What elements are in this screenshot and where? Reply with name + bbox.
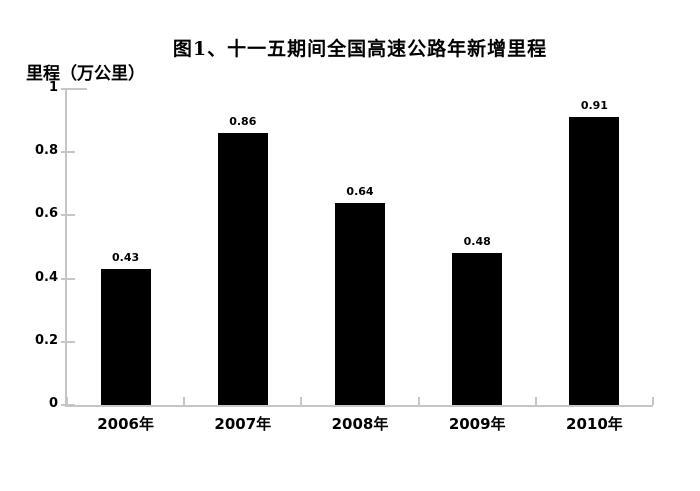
y-tick-label: 0.8 <box>34 143 58 159</box>
y-tick-mark <box>61 88 87 90</box>
bar-2009年 <box>452 253 503 405</box>
x-tick-mark <box>534 397 537 405</box>
x-tick-mark <box>183 397 186 405</box>
bar-value-label: 0.43 <box>112 251 140 265</box>
x-tick-mark <box>652 397 654 405</box>
chart-title: 图1、十一五期间全国高速公路年新增里程 <box>172 38 548 60</box>
plot-area: 0.43 0.86 0.64 0.48 0.91 <box>61 88 654 407</box>
bar-value-label: 0.86 <box>229 115 257 129</box>
category-label: 2007年 <box>214 415 272 433</box>
bar-2007年 <box>217 133 268 405</box>
y-tick-label: 0.6 <box>34 206 58 222</box>
category-label: 2006年 <box>97 415 154 433</box>
y-axis-unit-label: 里程（万公里） <box>26 64 145 84</box>
y-tick-mark <box>61 404 75 406</box>
y-tick-label: 0.2 <box>34 332 58 348</box>
y-axis-line <box>65 89 67 407</box>
bar-2006年 <box>100 269 151 405</box>
category-label: 2010年 <box>566 415 623 433</box>
y-tick-mark <box>61 214 75 217</box>
y-tick-mark <box>61 151 75 154</box>
y-tick-mark <box>61 340 75 343</box>
bar-value-label: 0.91 <box>580 99 608 113</box>
y-tick-mark <box>61 277 75 280</box>
x-tick-mark <box>300 397 303 405</box>
x-tick-mark <box>417 397 420 405</box>
category-label: 2008年 <box>331 415 389 433</box>
y-tick-label: 1 <box>48 80 58 95</box>
y-tick-label: 0.4 <box>34 269 58 285</box>
x-axis-line <box>65 405 653 407</box>
bar-value-label: 0.48 <box>463 235 491 249</box>
bar-2010年 <box>569 117 620 405</box>
y-tick-label: 0 <box>48 396 58 411</box>
x-tick-mark <box>66 397 68 405</box>
category-label: 2009年 <box>448 415 506 433</box>
bar-2008年 <box>335 202 385 405</box>
bar-value-label: 0.64 <box>346 184 374 198</box>
